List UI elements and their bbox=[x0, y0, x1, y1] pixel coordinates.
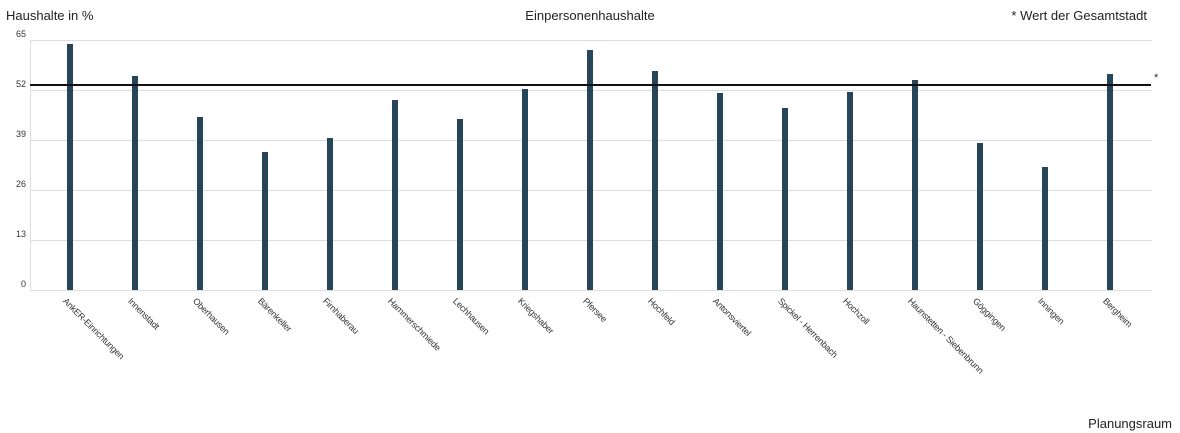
x-category-label: Bärenkeller bbox=[255, 296, 294, 334]
y-tick-label: 39 bbox=[15, 129, 26, 140]
x-category-label: Hochfeld bbox=[645, 296, 677, 328]
bar[interactable] bbox=[652, 70, 658, 291]
bar[interactable] bbox=[587, 49, 593, 291]
x-category-label: Kriegshaber bbox=[515, 296, 556, 336]
x-category-label: Hammerschmiede bbox=[385, 296, 443, 353]
bar[interactable] bbox=[1042, 166, 1048, 291]
plot-area bbox=[30, 40, 1152, 292]
x-category-label: Antonsviertel bbox=[710, 296, 753, 339]
x-category-label: Bergheim bbox=[1100, 296, 1135, 330]
x-axis-title: Planungsraum bbox=[1088, 416, 1172, 431]
x-category-label: Lechhausen bbox=[450, 296, 492, 337]
chart-title: Einpersonenhaushalte bbox=[525, 8, 655, 23]
reference-line bbox=[30, 83, 1151, 86]
gridline bbox=[31, 290, 1152, 292]
x-category-label: Haunstetten - Siebenbrunn bbox=[905, 296, 986, 376]
y-tick-label: 26 bbox=[15, 179, 26, 190]
bar[interactable] bbox=[912, 79, 918, 291]
bar[interactable] bbox=[67, 43, 73, 291]
y-tick-label: 52 bbox=[15, 79, 26, 90]
x-category-label: Firnhaberau bbox=[320, 296, 361, 336]
x-category-label: Innenstadt bbox=[125, 296, 162, 332]
reference-note: * Wert der Gesamtstadt bbox=[1011, 8, 1147, 23]
bar[interactable] bbox=[197, 116, 203, 291]
bar[interactable] bbox=[262, 151, 268, 291]
x-category-label: Hochzoll bbox=[840, 296, 872, 327]
bar[interactable] bbox=[327, 137, 333, 291]
y-tick-label: 65 bbox=[15, 29, 26, 39]
bar[interactable] bbox=[392, 99, 398, 291]
bar[interactable] bbox=[522, 88, 528, 291]
x-category-label: Inningen bbox=[1035, 296, 1067, 327]
x-category-label: Göggingen bbox=[970, 296, 1008, 333]
bar[interactable] bbox=[717, 92, 723, 291]
bar[interactable] bbox=[847, 91, 853, 291]
x-category-label: AnkER-Einrichtungen bbox=[60, 296, 127, 362]
gridline bbox=[31, 40, 1152, 41]
x-category-label: Spickel - Herrenbach bbox=[775, 296, 840, 360]
y-tick-label: 0 bbox=[20, 279, 26, 290]
bar[interactable] bbox=[457, 118, 463, 291]
y-tick-label: 13 bbox=[15, 229, 26, 240]
bar[interactable] bbox=[132, 75, 138, 291]
x-category-label: Pfersee bbox=[580, 296, 609, 325]
y-axis-title: Haushalte in % bbox=[6, 8, 94, 23]
bar[interactable] bbox=[977, 142, 983, 291]
x-category-label: Oberhausen bbox=[190, 296, 232, 337]
bar[interactable] bbox=[1107, 73, 1113, 291]
reference-marker: * bbox=[1154, 72, 1159, 84]
bar[interactable] bbox=[782, 107, 788, 291]
